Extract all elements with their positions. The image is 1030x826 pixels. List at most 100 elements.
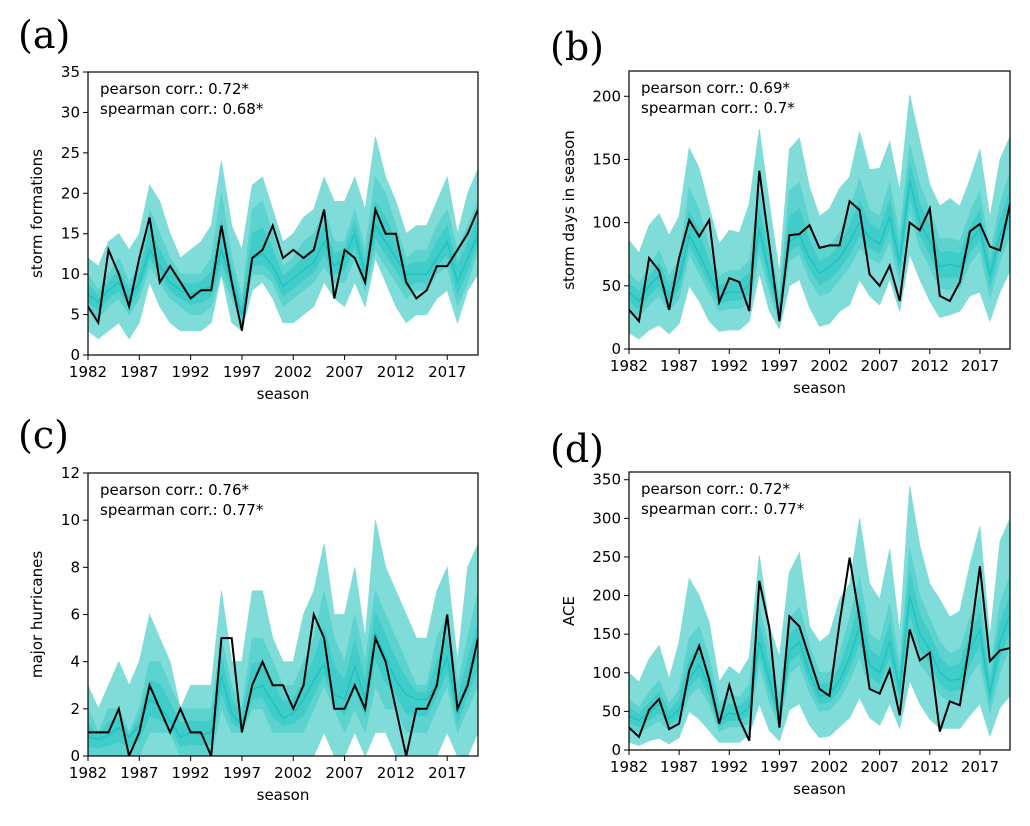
y-tick-label: 6 <box>70 606 80 624</box>
spearman-annotation: spearman corr.: 0.77* <box>641 500 805 518</box>
plot-area <box>88 136 478 340</box>
panel-a: 1982 1987 1992 1997 2002 2007 2012 2017 0 5 10 15 20… <box>18 13 479 403</box>
y-tick-label: 50 <box>602 702 621 720</box>
x-tick-label: 2017 <box>961 758 999 776</box>
y-tick-label: 5 <box>70 306 80 324</box>
x-tick-label: 1997 <box>223 363 261 381</box>
x-tick-label: 2012 <box>377 764 415 782</box>
observed-line <box>88 610 478 756</box>
x-axis-label: season <box>793 379 846 397</box>
spearman-annotation: spearman corr.: 0.68* <box>100 100 264 118</box>
panel-label: (c) <box>18 413 69 457</box>
x-tick-label: 1997 <box>760 357 798 375</box>
x-tick-label: 2007 <box>861 357 899 375</box>
median-line <box>629 595 1010 724</box>
x-tick-label: 1987 <box>660 758 698 776</box>
x-tick-label: 1987 <box>120 363 158 381</box>
x-tick-label: 1992 <box>710 357 748 375</box>
x-tick-label: 1987 <box>660 357 698 375</box>
y-tick-label: 35 <box>61 63 80 81</box>
y-tick-label: 30 <box>61 103 80 121</box>
observed-line <box>629 557 1010 742</box>
x-tick-label: 2017 <box>428 764 466 782</box>
panel-d: 1982 1987 1992 1997 2002 2007 2012 2017 0 50 100 15… <box>550 427 1011 798</box>
pearson-annotation: pearson corr.: 0.76* <box>100 481 249 499</box>
observed-line <box>629 170 1010 324</box>
x-tick-label: 2012 <box>377 363 415 381</box>
x-tick-label: 1992 <box>172 764 210 782</box>
x-tick-label: 1982 <box>69 764 107 782</box>
y-axis-label: ACE <box>560 596 578 626</box>
x-tick-label: 1987 <box>120 764 158 782</box>
y-tick-label: 250 <box>592 548 621 566</box>
y-tick-label: 150 <box>592 625 621 643</box>
x-tick-label: 2007 <box>325 764 363 782</box>
y-tick-label: 50 <box>602 277 621 295</box>
median-line <box>88 630 478 741</box>
band-inner <box>629 572 1010 728</box>
x-tick-label: 2007 <box>861 758 899 776</box>
y-tick-label: 4 <box>70 653 80 671</box>
y-tick-label: 100 <box>592 664 621 682</box>
y-tick-label: 300 <box>592 509 621 527</box>
y-tick-label: 0 <box>611 340 621 358</box>
y-tick-label: 150 <box>592 150 621 168</box>
x-tick-label: 2002 <box>810 758 848 776</box>
y-tick-label: 200 <box>592 587 621 605</box>
y-axis-label: major hurricanes <box>28 551 46 679</box>
panel-label: (b) <box>550 25 604 69</box>
x-tick-label: 2007 <box>325 363 363 381</box>
x-axis-label: season <box>793 780 846 798</box>
y-tick-label: 100 <box>592 214 621 232</box>
y-axis-label: storm days in season <box>560 130 578 290</box>
axes-frame <box>87 71 479 356</box>
x-tick-label: 1992 <box>710 758 748 776</box>
y-tick-label: 15 <box>61 225 80 243</box>
x-axis-label: season <box>257 385 310 403</box>
y-tick-label: 0 <box>611 741 621 759</box>
x-tick-label: 2002 <box>274 764 312 782</box>
x-axis-label: season <box>257 786 310 804</box>
pearson-annotation: pearson corr.: 0.72* <box>100 80 249 98</box>
spearman-annotation: spearman corr.: 0.7* <box>641 99 795 117</box>
plot-area <box>629 485 1010 746</box>
median-line <box>88 223 478 315</box>
pearson-annotation: pearson corr.: 0.69* <box>641 79 790 97</box>
y-tick-label: 20 <box>61 184 80 202</box>
x-tick-label: 1992 <box>172 363 210 381</box>
y-tick-label: 8 <box>70 558 80 576</box>
y-tick-label: 12 <box>61 464 80 482</box>
panel-b: 1982 1987 1992 1997 2002 2007 2012 2017 0 50 100 15… <box>550 25 1011 397</box>
x-tick-label: 2012 <box>911 758 949 776</box>
x-tick-label: 1982 <box>69 363 107 381</box>
x-tick-label: 2012 <box>911 357 949 375</box>
y-tick-label: 25 <box>61 144 80 162</box>
x-tick-label: 2017 <box>428 363 466 381</box>
plot-area <box>88 520 478 756</box>
y-tick-label: 10 <box>61 265 80 283</box>
panel-c: 1982 1987 1992 1997 2002 2007 2012 2017 0 2 4 6 8 10 1… <box>18 413 479 804</box>
y-tick-label: 0 <box>70 346 80 364</box>
x-tick-label: 2002 <box>810 357 848 375</box>
x-tick-label: 1997 <box>760 758 798 776</box>
y-tick-label: 200 <box>592 87 621 105</box>
axes-frame <box>628 471 1011 751</box>
x-tick-label: 1997 <box>223 764 261 782</box>
x-tick-label: 2002 <box>274 363 312 381</box>
y-tick-label: 10 <box>61 511 80 529</box>
pearson-annotation: pearson corr.: 0.72* <box>641 480 790 498</box>
y-tick-label: 350 <box>592 471 621 489</box>
plot-area <box>629 94 1010 340</box>
panel-label: (d) <box>550 427 604 471</box>
y-axis-label: storm formations <box>28 149 46 278</box>
axes-frame <box>628 70 1011 350</box>
panel-label: (a) <box>18 13 70 57</box>
x-tick-label: 1982 <box>610 357 648 375</box>
observed-line <box>88 205 478 331</box>
spearman-annotation: spearman corr.: 0.77* <box>100 501 264 519</box>
x-tick-label: 2017 <box>961 357 999 375</box>
x-tick-label: 1982 <box>610 758 648 776</box>
y-tick-label: 2 <box>70 700 80 718</box>
median-line <box>629 180 1010 312</box>
